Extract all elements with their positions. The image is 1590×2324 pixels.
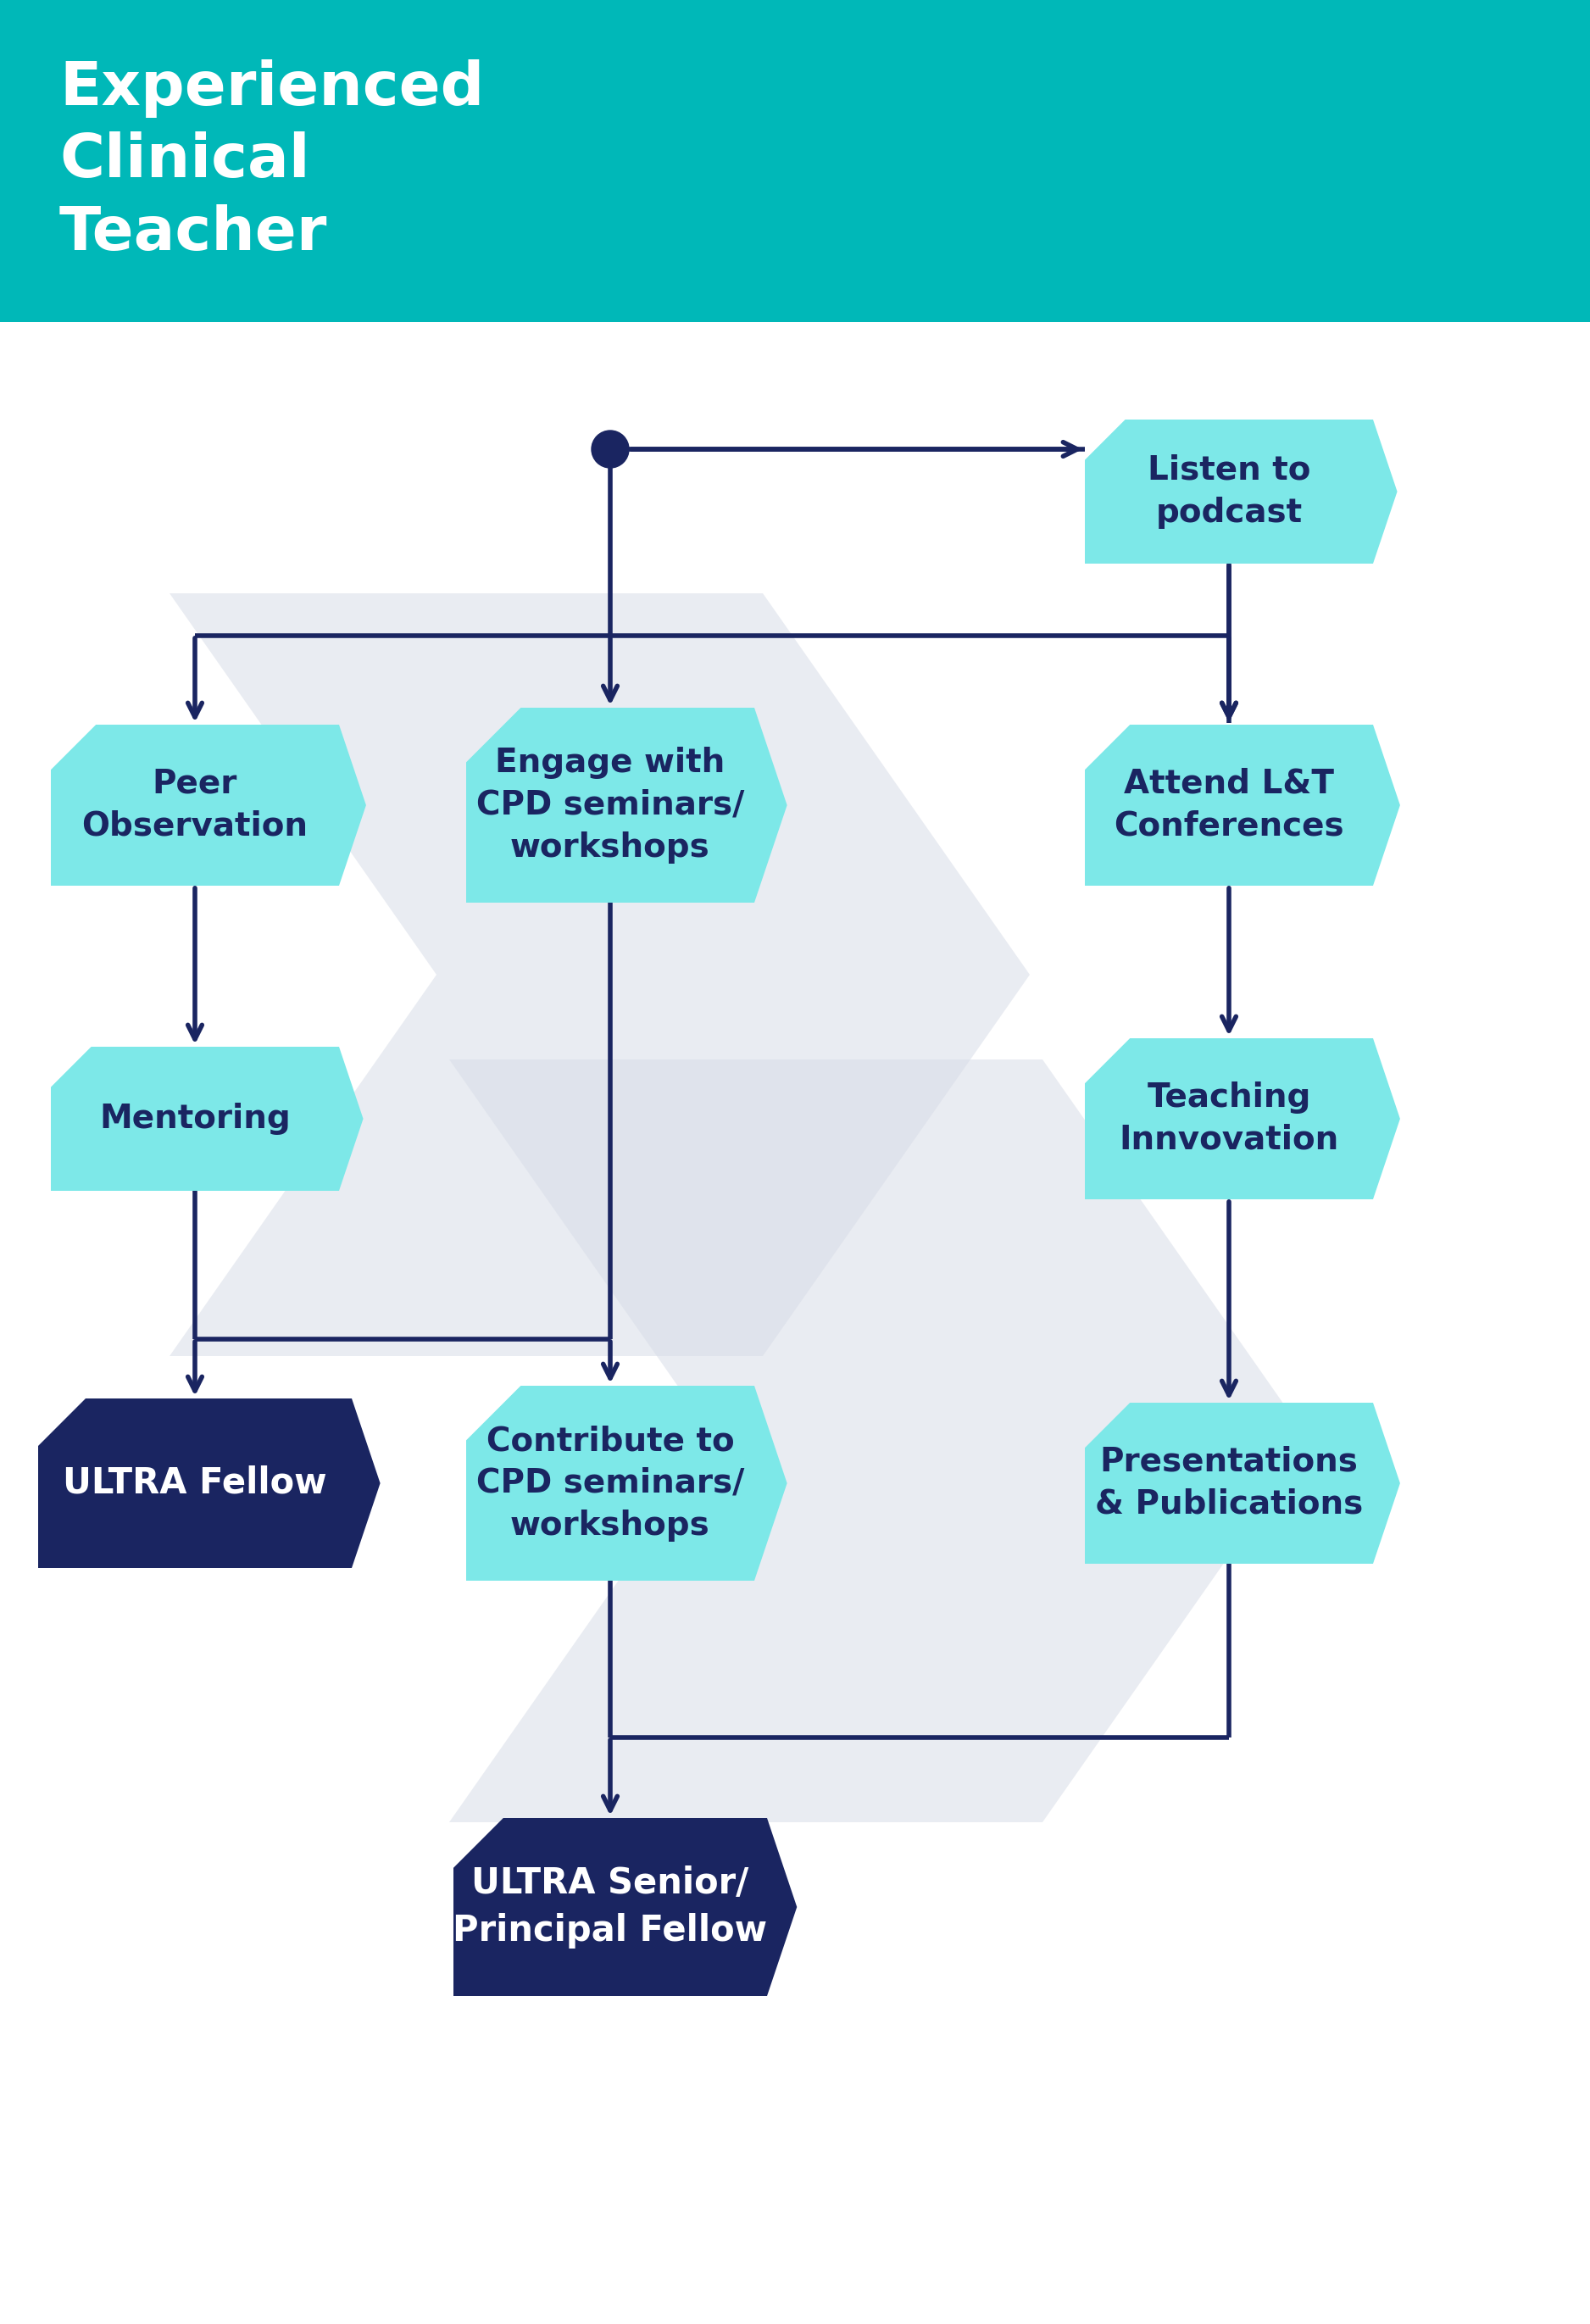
Text: Listen to
podcast: Listen to podcast [1148, 453, 1310, 530]
Polygon shape [1084, 725, 1401, 885]
Polygon shape [51, 1046, 363, 1190]
Text: Contribute to
CPD seminars/
workshops: Contribute to CPD seminars/ workshops [475, 1425, 744, 1541]
Text: Mentoring: Mentoring [99, 1102, 291, 1134]
Text: Experienced
Clinical
Teacher: Experienced Clinical Teacher [59, 60, 485, 263]
Polygon shape [51, 725, 366, 885]
Polygon shape [170, 593, 1030, 1357]
Text: Peer
Observation: Peer Observation [81, 767, 308, 844]
Text: ULTRA Senior/
Principal Fellow: ULTRA Senior/ Principal Fellow [453, 1866, 768, 1948]
Circle shape [591, 430, 630, 467]
Text: Presentations
& Publications: Presentations & Publications [1096, 1446, 1363, 1520]
Polygon shape [1084, 1039, 1401, 1199]
Text: Attend L&T
Conferences: Attend L&T Conferences [1115, 767, 1344, 844]
Polygon shape [453, 1817, 797, 1996]
Bar [0, 0, 1590, 323]
Polygon shape [38, 1399, 380, 1569]
Polygon shape [1084, 1404, 1401, 1564]
Text: Teaching
Innvovation: Teaching Innvovation [1119, 1081, 1339, 1155]
Polygon shape [1084, 421, 1398, 565]
Polygon shape [466, 709, 787, 902]
Polygon shape [466, 1385, 787, 1580]
Polygon shape [450, 1060, 1310, 1822]
Text: Engage with
CPD seminars/
workshops: Engage with CPD seminars/ workshops [475, 746, 744, 865]
Text: ULTRA Fellow: ULTRA Fellow [64, 1466, 328, 1501]
